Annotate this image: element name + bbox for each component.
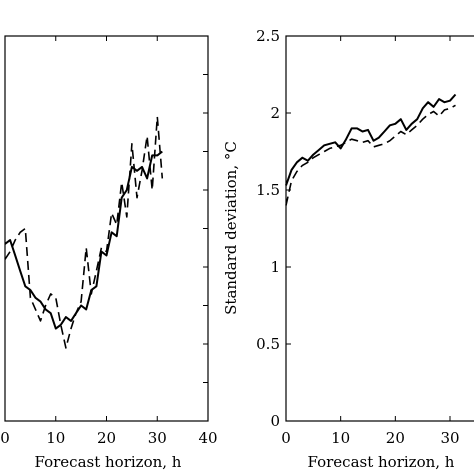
right-y-tick-label: 0 (270, 412, 280, 430)
right-ticks: 0 10 20 30 0 0.5 1 1.5 2 2.5 (256, 27, 459, 447)
left-x-tick-label: 30 (148, 429, 167, 447)
right-x-tick-label: 0 (281, 429, 291, 447)
right-y-axis-label: Standard deviation, °C (222, 141, 240, 315)
right-plot-layer (285, 93, 457, 206)
left-series-solid-line (4, 150, 163, 330)
right-x-tick-label: 20 (386, 429, 405, 447)
right-y-tick-label: 2 (270, 104, 280, 122)
left-axes-frame (4, 35, 209, 422)
right-y-tick-label: 1 (270, 258, 280, 276)
left-panel: 0 10 20 30 40 Forecast horizon, h (0, 35, 218, 471)
left-x-tick-label: 40 (198, 429, 217, 447)
left-x-tick-label: 0 (0, 429, 10, 447)
right-y-tick-label: 1.5 (256, 181, 280, 199)
right-series-dashed-line (285, 104, 456, 206)
left-x-axis-label: Forecast horizon, h (35, 453, 182, 471)
right-y-tick-label: 0.5 (256, 335, 280, 353)
left-x-tick-label: 20 (97, 429, 116, 447)
left-ticks: 0 10 20 30 40 (0, 36, 218, 447)
right-x-tick-label: 30 (440, 429, 459, 447)
right-axes-frame (285, 35, 474, 422)
right-x-tick-label: 10 (331, 429, 350, 447)
right-y-tick-label: 2.5 (256, 27, 280, 45)
left-x-tick-label: 10 (46, 429, 65, 447)
right-series-solid-line (285, 93, 457, 186)
left-plot-layer (4, 116, 164, 349)
right-x-axis-label: Forecast horizon, h (308, 453, 455, 471)
left-series-dashed-line (4, 116, 164, 349)
